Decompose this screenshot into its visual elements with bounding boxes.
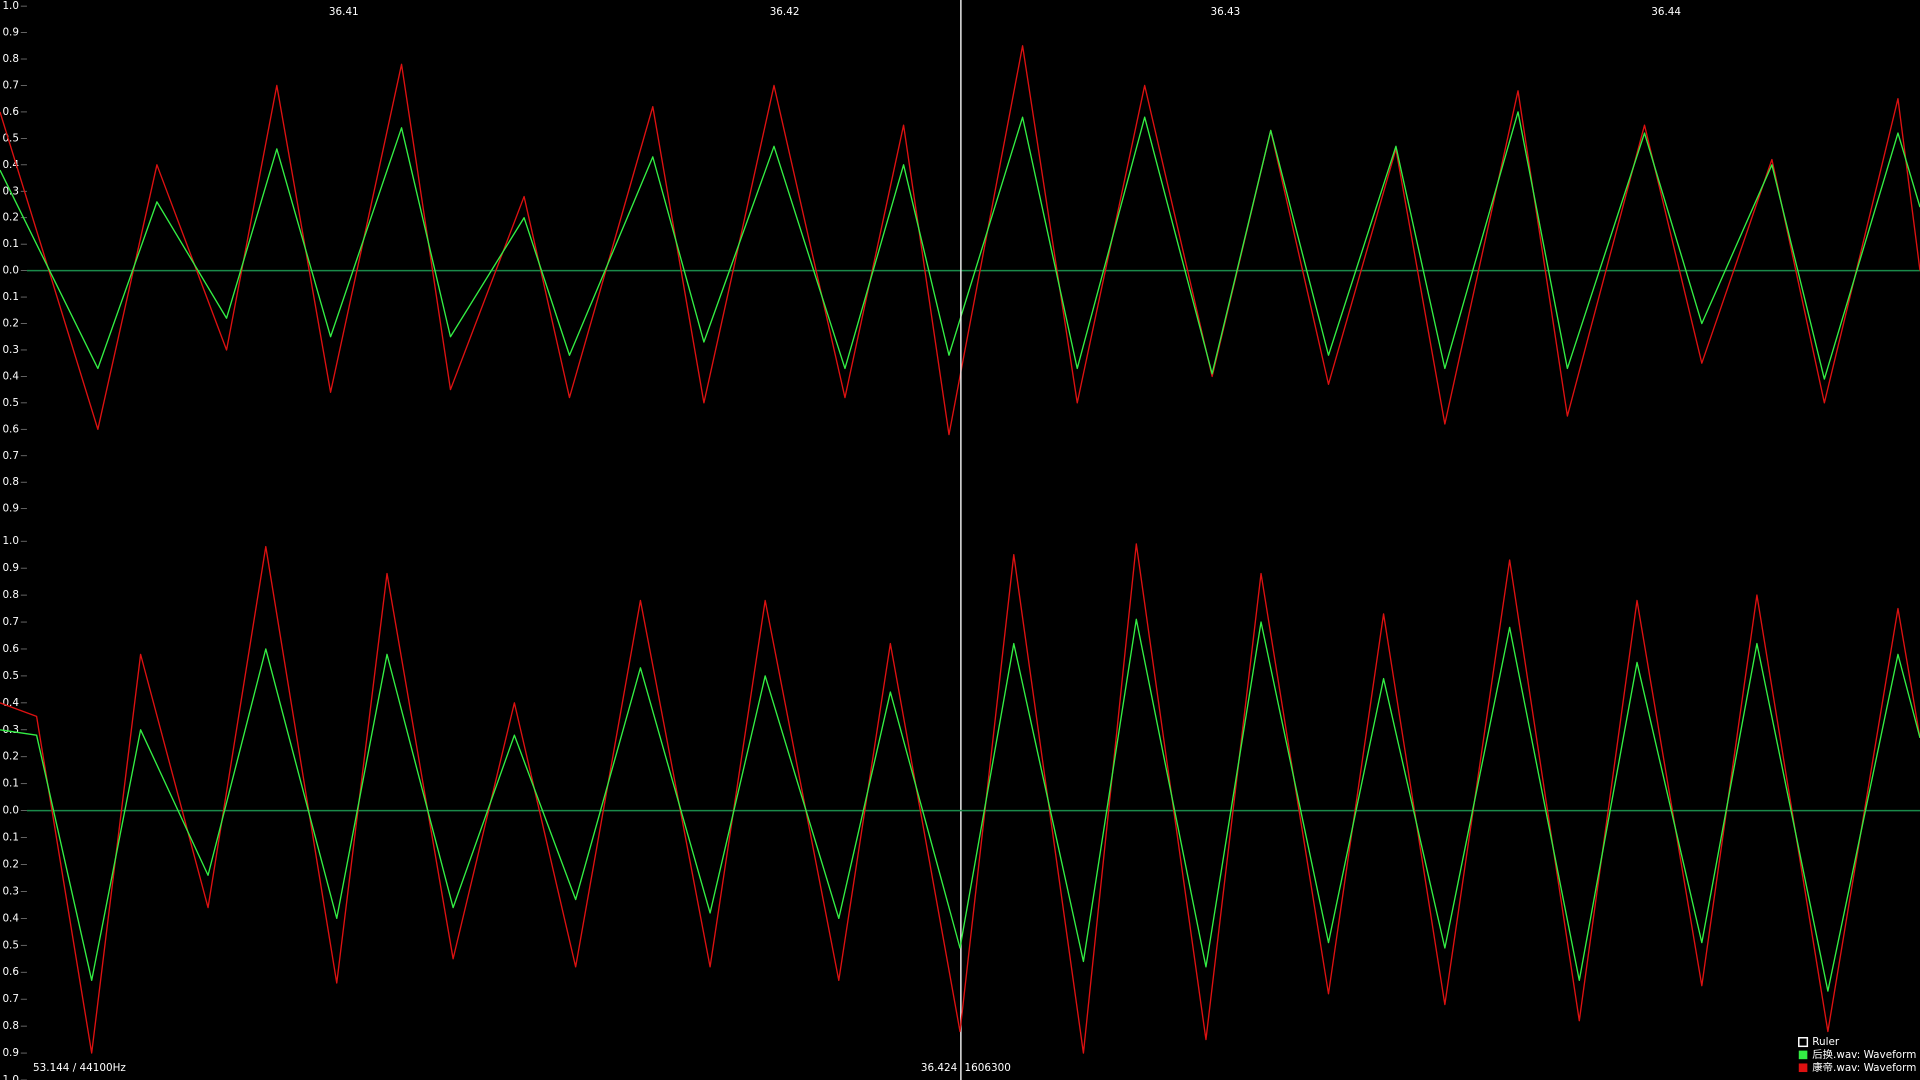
y-tick-label: 0.8 bbox=[2, 1020, 19, 1032]
playhead-frame: 1606300 bbox=[965, 1062, 1011, 1074]
y-tick-label: 0.6 bbox=[2, 106, 19, 118]
y-tick-label: 0.5 bbox=[2, 939, 19, 951]
y-tick-label: 0.7 bbox=[2, 450, 19, 462]
y-tick-label: 0.4 bbox=[2, 912, 19, 924]
legend-label: 后换.wav: Waveform bbox=[1812, 1048, 1916, 1061]
y-tick-label: 0.3 bbox=[2, 724, 19, 736]
status-text: 53.144 / 44100Hz bbox=[33, 1062, 126, 1074]
y-tick-label: 0.9 bbox=[2, 1047, 19, 1059]
y-tick-label: 1.0 bbox=[2, 1074, 19, 1080]
x-tick-label: 36.42 bbox=[770, 6, 800, 18]
waveform bbox=[0, 543, 1920, 1054]
y-tick-label: 0.3 bbox=[2, 885, 19, 897]
y-tick-label: 0.9 bbox=[2, 503, 19, 515]
waveform bbox=[0, 618, 1920, 992]
y-tick-label: 1.0 bbox=[2, 535, 19, 547]
y-tick-label: 0.0 bbox=[2, 265, 19, 277]
y-tick-label: 0.2 bbox=[2, 212, 19, 224]
x-tick-label: 36.44 bbox=[1651, 6, 1681, 18]
legend-swatch bbox=[1798, 1037, 1809, 1048]
y-tick-label: 0.6 bbox=[2, 643, 19, 655]
y-tick-label: 0.8 bbox=[2, 53, 19, 65]
legend-label: Ruler bbox=[1812, 1036, 1840, 1048]
y-tick-label: 0.2 bbox=[2, 751, 19, 763]
y-tick-label: 0.0 bbox=[2, 805, 19, 817]
waveform bbox=[0, 111, 1920, 380]
legend-swatch bbox=[1798, 1050, 1808, 1060]
y-tick-label: 0.7 bbox=[2, 79, 19, 91]
legend-label: 康帝.wav: Waveform bbox=[1812, 1061, 1916, 1074]
y-tick-label: 0.2 bbox=[2, 858, 19, 870]
y-tick-label: 0.5 bbox=[2, 670, 19, 682]
y-tick-label: 0.8 bbox=[2, 589, 19, 601]
y-tick-label: 0.1 bbox=[2, 238, 19, 250]
y-tick-label: 0.1 bbox=[2, 778, 19, 790]
y-tick-label: 1.0 bbox=[2, 0, 19, 12]
legend-swatch bbox=[1798, 1063, 1808, 1073]
y-tick-label: 0.1 bbox=[2, 291, 19, 303]
y-tick-label: 0.1 bbox=[2, 832, 19, 844]
y-tick-label: 0.7 bbox=[2, 993, 19, 1005]
playhead-time: 36.424 bbox=[921, 1062, 958, 1074]
y-tick-label: 0.9 bbox=[2, 27, 19, 39]
y-tick-label: 0.7 bbox=[2, 616, 19, 628]
y-tick-label: 0.9 bbox=[2, 562, 19, 574]
y-tick-label: 0.3 bbox=[2, 344, 19, 356]
y-tick-label: 0.4 bbox=[2, 370, 19, 382]
y-tick-label: 0.5 bbox=[2, 132, 19, 144]
y-tick-label: 0.6 bbox=[2, 423, 19, 435]
x-tick-label: 36.43 bbox=[1210, 6, 1240, 18]
y-tick-label: 0.8 bbox=[2, 476, 19, 488]
y-tick-label: 0.5 bbox=[2, 397, 19, 409]
x-tick-label: 36.41 bbox=[329, 6, 359, 18]
y-tick-label: 0.2 bbox=[2, 318, 19, 330]
y-tick-label: 0.6 bbox=[2, 966, 19, 978]
